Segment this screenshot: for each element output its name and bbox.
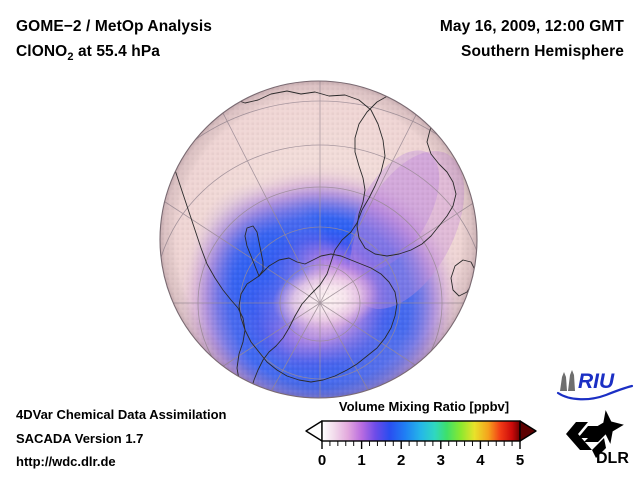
globe-disc-content: [160, 81, 477, 398]
riu-wave-icon: [556, 384, 634, 401]
colorbar-block: Volume Mixing Ratio [ppbv]: [300, 399, 550, 469]
colorbar-left-arrow: [305, 420, 323, 442]
orthographic-projection-svg: [159, 80, 478, 399]
hemisphere-label: Southern Hemisphere: [461, 43, 624, 60]
dlr-logo-svg: DLR: [566, 410, 629, 467]
dlr-logo-text: DLR: [596, 450, 629, 466]
species-pressure-title: ClONO2 at 55.4 hPa: [16, 39, 346, 70]
header-right-block: May 16, 2009, 12:00 GMT Southern Hemisph…: [294, 14, 624, 64]
colorbar-tick-label: 3: [437, 452, 445, 469]
limb-shading: [160, 81, 477, 398]
globe-map: [159, 80, 478, 399]
datetime-label: May 16, 2009, 12:00 GMT: [439, 18, 624, 35]
species-name: ClONO: [16, 43, 68, 60]
colorbar-ticks: [321, 441, 521, 449]
method-label: 4DVar Chemical Data Assimilation: [16, 407, 227, 422]
colorbar-gradient: [322, 421, 520, 441]
colorbar-tick-label: 2: [397, 452, 405, 469]
species-subscript: 2: [67, 51, 74, 64]
colorbar-tick-label: 5: [516, 452, 524, 469]
footer-left-block: 4DVar Chemical Data Assimilation SACADA …: [16, 403, 306, 474]
colorbar-tick-label: 0: [318, 452, 326, 469]
riu-logo: RIU: [556, 369, 634, 403]
pressure-level-text: at 55.4 hPa: [73, 43, 161, 60]
riu-tower-icon: [560, 370, 575, 391]
colorbar-svg: 0 1 2 3 4 5: [305, 420, 537, 469]
riu-logo-text: RIU: [578, 370, 615, 393]
instrument-title: GOME−2 / MetOp Analysis: [16, 18, 212, 35]
dlr-logo: DLR: [562, 408, 634, 467]
header-left-block: GOME−2 / MetOp Analysis ClONO2 at 55.4 h…: [16, 14, 346, 70]
colorbar-tick-label: 4: [476, 452, 485, 469]
colorbar-tick-label: 1: [357, 452, 365, 469]
colorbar-tick-labels: 0 1 2 3 4 5: [318, 452, 524, 469]
globe-outline: [159, 80, 478, 399]
version-label: SACADA Version 1.7: [16, 430, 144, 446]
colorbar-right-arrow: [519, 420, 537, 442]
dlr-mark-icon: [566, 410, 624, 458]
colorbar-title: Volume Mixing Ratio [ppbv]: [338, 399, 510, 414]
website-url[interactable]: http://wdc.dlr.de: [16, 454, 116, 469]
riu-logo-svg: RIU: [556, 370, 634, 401]
